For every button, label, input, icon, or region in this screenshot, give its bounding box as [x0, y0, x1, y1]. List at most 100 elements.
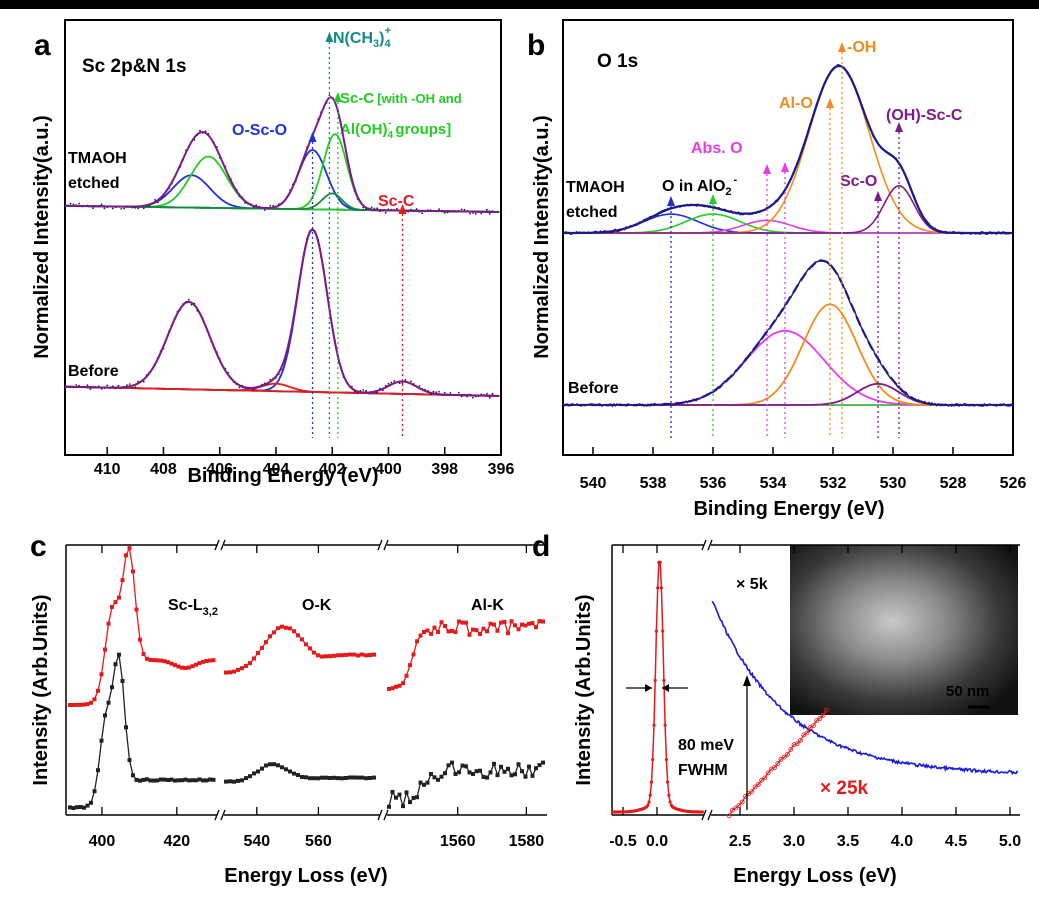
panel-c-scl-black-marker	[211, 777, 216, 782]
panel-b-ann-ohscc: (OH)-Sc-C	[886, 107, 963, 124]
panel-c-scl-red-marker	[204, 659, 209, 663]
panel-c-ok-black-marker	[372, 775, 376, 780]
panel-c-ok-black-marker	[324, 775, 328, 780]
panel-c-alk-red-marker	[464, 620, 468, 625]
panel-c-alk-red-marker	[411, 652, 416, 657]
panel-c-ok-red-marker	[248, 661, 252, 666]
panel-a-before-data-point	[457, 391, 460, 394]
panel-c-alk-black-marker	[408, 800, 412, 805]
panel-c-scl-red-marker	[124, 553, 128, 558]
panel-c-alk-black-marker	[422, 782, 426, 787]
panel-a-marker-arrow	[325, 32, 334, 42]
panel-c-alk-red-marker	[530, 621, 535, 626]
panel-c-alk-black-marker	[439, 774, 444, 779]
panel-c-alk-black-marker	[474, 769, 479, 774]
panel-d-zlp-marker	[663, 723, 667, 727]
panel-c-alk-black-marker	[516, 762, 521, 767]
panel-a-before-data-point	[137, 380, 140, 383]
panel-c-scl-red-marker	[89, 700, 93, 705]
panel-c-ok-red-marker	[336, 653, 340, 658]
panel-c-ok-red-marker	[372, 652, 376, 657]
panel-c-alk-black-marker	[432, 775, 437, 780]
panel-c-ok-red-marker	[276, 626, 280, 631]
panel-a-tick-label: 404	[263, 461, 290, 478]
panel-a-before-data-point	[449, 392, 452, 394]
panel-c-scl-red-marker	[166, 660, 170, 665]
panel-a-before-data-point	[393, 380, 395, 382]
panel-c-scl-red-marker	[197, 661, 202, 666]
panel-d-tick-label: 4.5	[945, 833, 967, 850]
panel-b-letter: b	[527, 29, 545, 62]
panel-c-alk-red-marker	[471, 627, 475, 632]
panel-d-axis-break	[701, 539, 707, 551]
panel-c-alk-red-marker	[492, 622, 496, 627]
panel-c-alk-red-marker	[495, 628, 500, 633]
panel-c-alk-red-marker	[509, 619, 514, 624]
panel-a-before-data-point	[131, 386, 134, 389]
panel-b-plot-area	[562, 42, 1014, 438]
panel-c-scl-black-marker	[89, 800, 93, 805]
panel-c-alk-black-marker	[485, 775, 489, 780]
panel-a-etched-data-point	[328, 94, 331, 97]
panel-c-alk-red-marker	[488, 621, 493, 626]
panel-c-scl-black-marker	[162, 777, 167, 782]
panel-d-x25k-marker	[785, 751, 790, 757]
panel-a-etched-data-point	[376, 207, 379, 210]
panel-c-alk-black-marker	[390, 789, 395, 794]
panel-d-x25k-marker	[811, 723, 816, 728]
panel-d-x25k-marker	[781, 754, 787, 760]
panel-c-alk-red-marker	[394, 684, 398, 689]
panel-b-tick-label: 540	[580, 475, 607, 492]
panel-c-alk-black-marker	[509, 773, 514, 778]
panel-a-before-data-point	[410, 380, 412, 383]
panel-c-scl-black-marker	[197, 777, 202, 782]
panel-c-axis-break	[377, 539, 383, 551]
panel-c-axis-break	[377, 809, 383, 821]
panel-a-tick-label: 402	[319, 461, 346, 478]
panel-d-tick-label: 3.0	[783, 833, 805, 850]
panel-c-axis-break	[220, 809, 226, 821]
panel-c-alk-red-marker	[401, 681, 405, 686]
panel-b-tick-label: 538	[640, 475, 667, 492]
panel-c-alk-red-marker	[537, 619, 542, 624]
panel-c-ok-red-marker	[368, 653, 372, 657]
panel-a-tick-label: 400	[375, 461, 402, 478]
panel-c-alk-black-marker	[534, 766, 538, 771]
panel-c-ok-black-marker	[328, 776, 332, 780]
panel-a-tick-label: 396	[488, 461, 515, 478]
panel-c-letter: c	[30, 530, 47, 563]
panel-d-fwhm-value: 80 meV	[678, 737, 734, 754]
panel-b-label-etched: etched	[566, 204, 618, 221]
panel-c-scl-red-marker	[145, 656, 149, 661]
panel-b-xlabel: Binding Energy (eV)	[693, 498, 884, 520]
panel-d-x25k-marker	[762, 775, 768, 781]
panel-b-etched-envelope	[563, 64, 1013, 235]
panel-c-ok-black-marker	[248, 774, 252, 779]
panel-d-fwhm-arrowhead-right	[662, 684, 669, 692]
panel-d-scalebar-label: 50 nm	[946, 683, 989, 700]
panel-c-alk-red-marker	[457, 619, 461, 624]
panel-c-scl-red-marker	[141, 652, 146, 657]
panel-d-zlp-marker	[646, 803, 650, 807]
panel-d-x25k-marker	[730, 807, 735, 813]
panel-b-tick-label: 534	[760, 475, 787, 492]
panel-c-scl-red-marker	[85, 702, 90, 707]
panel-c-scl-red-marker	[106, 621, 111, 626]
panel-a-etched-data-point	[263, 209, 266, 211]
panel-c: c Intensity (Arb.Units) Energy Loss (eV)…	[30, 530, 547, 887]
panel-b-x-ticks: 540 538 536 534 532 530 528 526	[580, 447, 1026, 492]
panel-c-alk-red-marker	[534, 625, 538, 630]
panel-c-scl-red-marker	[71, 703, 76, 707]
panel-c-alk-red-marker	[390, 686, 395, 691]
panel-d-x25k-marker	[807, 725, 813, 731]
panel-d-zlp-marker	[662, 678, 666, 683]
panel-c-scl-red-marker	[152, 658, 156, 663]
panel-a-etched-data-point	[272, 204, 275, 207]
panel-c-ok-black-marker	[348, 775, 352, 780]
panel-c-scl-red-marker	[208, 658, 212, 663]
panel-d-x25k-marker	[804, 730, 810, 736]
panel-d-zlp-marker	[652, 723, 656, 727]
panel-d-x25k-marker	[798, 738, 803, 743]
panel-c-scl-black-marker	[110, 685, 114, 690]
panel-c-alk-black-marker	[502, 769, 507, 774]
